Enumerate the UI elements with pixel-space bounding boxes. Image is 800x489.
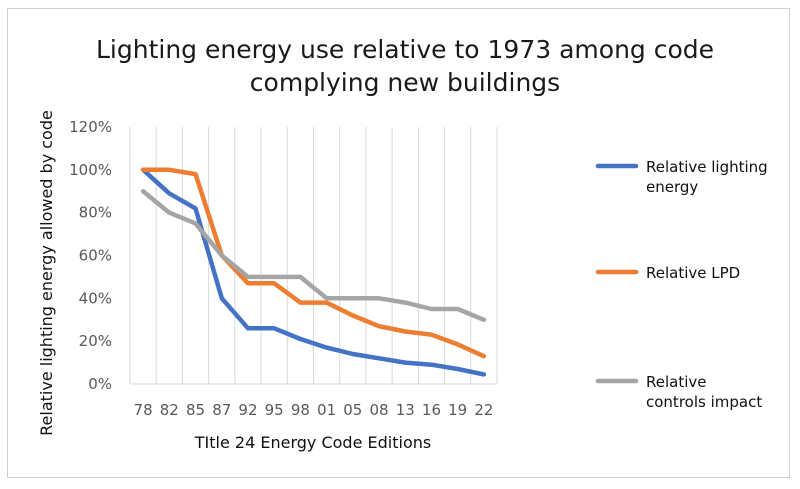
chart-title-line-1: Lighting energy use relative to 1973 amo… (96, 35, 714, 64)
y-tick-label: 20% (79, 332, 112, 350)
legend-label-3: Relative (646, 373, 707, 391)
x-tick-label: 22 (474, 401, 493, 419)
x-tick-label: 01 (317, 401, 336, 419)
series-line-3 (140, 189, 487, 323)
y-tick-label: 40% (79, 289, 112, 307)
series-line-1 (140, 167, 487, 377)
x-tick-label: 08 (369, 401, 388, 419)
legend-label-1: energy (646, 178, 698, 196)
x-tick-label: 16 (422, 401, 441, 419)
chart-title-line-2: complying new buildings (250, 68, 560, 97)
x-tick-label: 82 (160, 401, 179, 419)
x-tick-label: 05 (343, 401, 362, 419)
y-tick-label: 100% (69, 161, 112, 179)
x-tick-label: 85 (186, 401, 205, 419)
x-tick-label: 19 (448, 401, 467, 419)
x-axis-ticks: 78 82 85 87 92 95 98 01 05 08 13 16 19 22 (134, 401, 494, 419)
gridlines (129, 127, 498, 384)
y-axis-ticks: 0% 20% 40% 60% 80% 100% 120% (69, 118, 112, 393)
y-tick-label: 0% (88, 375, 112, 393)
y-axis-title: Relative lighting energy allowed by code (37, 110, 56, 436)
x-axis-title: TItle 24 Energy Code Editions (194, 433, 431, 452)
legend-label-1: Relative lighting (646, 158, 768, 176)
legend-label-2: Relative LPD (646, 264, 740, 282)
x-tick-label: 95 (265, 401, 284, 419)
legend: Relative lighting energy Relative LPD Relat… (595, 158, 768, 411)
series-lines (140, 167, 487, 377)
x-tick-label: 98 (291, 401, 310, 419)
y-tick-label: 80% (79, 204, 112, 222)
chart-frame (7, 8, 790, 478)
x-tick-label: 87 (212, 401, 231, 419)
x-tick-label: 78 (134, 401, 153, 419)
series-line-2 (140, 167, 487, 359)
legend-label-3: controls impact (646, 393, 762, 411)
x-tick-label: 13 (396, 401, 415, 419)
y-tick-label: 120% (69, 118, 112, 136)
y-tick-label: 60% (79, 247, 112, 265)
x-tick-label: 92 (238, 401, 257, 419)
